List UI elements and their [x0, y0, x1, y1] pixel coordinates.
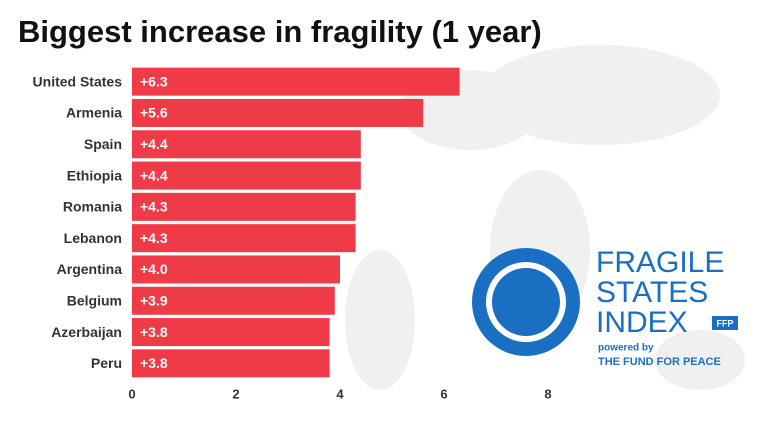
- logo-org: THE FUND FOR PEACE: [598, 356, 721, 368]
- logo-powered: powered by: [598, 343, 654, 354]
- bar: [132, 224, 356, 253]
- y-tick-label: Lebanon: [64, 230, 122, 246]
- y-tick-label: Armenia: [66, 105, 122, 121]
- y-tick-label: Ethiopia: [67, 167, 122, 183]
- bar: [132, 98, 424, 127]
- y-tick-label: Romania: [63, 199, 122, 215]
- logo-badge-box: [712, 316, 738, 330]
- value-label: +3.9: [140, 292, 168, 308]
- logo-text: STATES: [596, 276, 708, 309]
- x-tick-label: 0: [128, 386, 135, 401]
- y-tick-label: Argentina: [57, 261, 123, 277]
- x-tick-label: 2: [232, 386, 239, 401]
- logo-globe: [492, 268, 560, 336]
- value-label: +4.3: [140, 199, 168, 215]
- y-tick-label: Spain: [84, 136, 122, 152]
- x-tick-label: 8: [544, 386, 551, 401]
- value-label: +4.0: [140, 261, 168, 277]
- y-tick-label: Belgium: [67, 292, 122, 308]
- x-tick-label: 4: [336, 386, 344, 401]
- value-label: +3.8: [140, 324, 168, 340]
- value-label: +3.8: [140, 355, 168, 371]
- bar: [132, 130, 361, 159]
- logo-text: INDEX: [596, 306, 688, 339]
- bar: [132, 67, 460, 96]
- bar: [132, 255, 340, 284]
- value-label: +4.4: [140, 136, 168, 152]
- value-label: +6.3: [140, 73, 168, 89]
- y-tick-label: Azerbaijan: [51, 324, 122, 340]
- bar: [132, 349, 330, 378]
- logo: FRAGILE STATES INDEX FFP powered by THE …: [472, 246, 738, 368]
- value-label: +4.3: [140, 230, 168, 246]
- y-tick-label: United States: [33, 73, 123, 89]
- chart-title: Biggest increase in fragility (1 year): [18, 14, 542, 49]
- logo-badge: FFP: [717, 318, 734, 328]
- bar: [132, 192, 356, 221]
- y-tick-label: Peru: [91, 355, 122, 371]
- x-tick-label: 6: [440, 386, 447, 401]
- bar: [132, 286, 335, 315]
- bar: [132, 318, 330, 347]
- value-label: +4.4: [140, 167, 168, 183]
- logo-text: FRAGILE: [596, 246, 724, 279]
- bar: [132, 161, 361, 190]
- value-label: +5.6: [140, 105, 168, 121]
